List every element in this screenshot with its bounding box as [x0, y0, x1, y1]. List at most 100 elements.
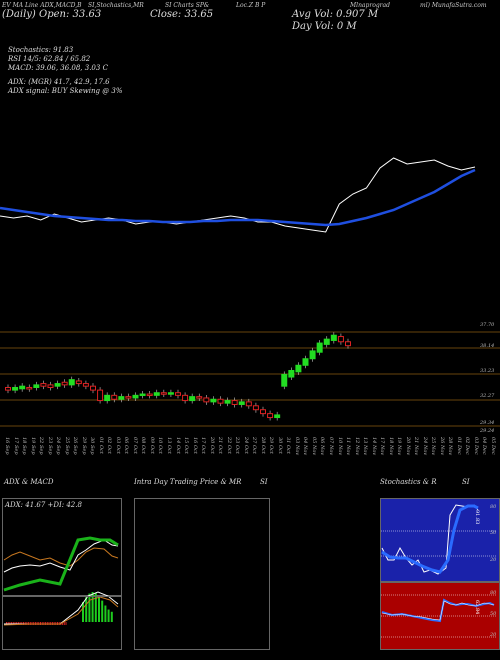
- candle: [309, 350, 316, 360]
- stochastic-d-line: [381, 504, 479, 574]
- candle: [90, 385, 96, 391]
- candle: [167, 392, 174, 395]
- header-company: Mlnaprograd: [350, 2, 390, 9]
- candle: [210, 398, 217, 403]
- candle: [12, 386, 19, 391]
- macd-histogram-bar: [107, 609, 110, 622]
- header-charts-label: SI Charts SP&: [165, 2, 210, 9]
- moving-average-line: [0, 168, 476, 227]
- candle: [75, 380, 82, 385]
- candle: [274, 414, 281, 419]
- header-line1: EV MA Line ADX,MACD,B: [2, 2, 82, 9]
- price-ma-line-chart: [0, 157, 476, 233]
- candle: [160, 392, 167, 395]
- macd-histogram-bar: [91, 592, 94, 622]
- candle: [252, 405, 259, 411]
- stoch-rsi-title: Stochastics & R: [380, 478, 437, 486]
- adx-plus-di-line: [3, 536, 119, 592]
- close-price: Close: 33.65: [150, 9, 214, 20]
- adx-signal: ADX signal: BUY Skewing @ 3%: [8, 87, 123, 95]
- candle: [345, 341, 351, 347]
- candle: [231, 400, 238, 405]
- avg-volume: Avg Vol: 0.907 M: [292, 9, 379, 20]
- intraday-title-suffix: SI: [260, 478, 268, 486]
- macd-histogram-bar: [88, 593, 91, 622]
- candle: [267, 413, 274, 419]
- candle: [132, 394, 139, 399]
- candle: [97, 389, 104, 402]
- header-symbol: Loc.Z B P: [236, 2, 266, 9]
- adx-panel-label: ADX: 41.67 +DI: 42.8: [5, 501, 82, 509]
- candle: [196, 396, 203, 399]
- macd-signal-line: [3, 596, 119, 626]
- indicator-summary: Stochastics: 91.83 RSI 14/5: 62.84 / 65.…: [8, 46, 123, 96]
- candle: [245, 401, 252, 407]
- intraday-title: Intra Day Trading Price & MR: [134, 478, 242, 486]
- candle: [260, 409, 266, 415]
- header-indicators-list: SI,Stochastics,MR: [88, 2, 144, 9]
- candle: [153, 392, 160, 396]
- candle: [111, 394, 118, 400]
- candle: [118, 396, 125, 400]
- macd-histogram-bar: [98, 596, 100, 622]
- candle: [189, 396, 196, 402]
- candle: [203, 397, 210, 403]
- candle: [82, 383, 89, 387]
- stochastic-k-line: [381, 504, 479, 575]
- stoch-level-label: 50: [490, 530, 497, 536]
- macd-histogram-bar: [104, 605, 107, 622]
- macd-histogram-bar: [65, 622, 67, 625]
- macd-histogram-bar: [63, 622, 65, 625]
- intraday-panel: [134, 498, 270, 650]
- price-level-label: 33.23: [480, 368, 495, 374]
- rsi-value: RSI 14/5: 62.84 / 65.82: [8, 55, 91, 63]
- rsi-line: [381, 598, 495, 623]
- stoch-level-label: 80: [490, 504, 497, 510]
- price-level-label: 32.27: [480, 393, 495, 399]
- macd-histogram-bar: [110, 611, 113, 622]
- macd-histogram-bar: [101, 600, 104, 622]
- candle: [40, 383, 47, 387]
- rsi-level-label: 20: [490, 632, 497, 638]
- candle: [182, 394, 189, 402]
- macd-histogram-bar: [82, 602, 84, 622]
- candle: [125, 396, 132, 399]
- rsi-level-label: 80: [490, 590, 497, 596]
- candle: [316, 342, 323, 353]
- candle: [175, 392, 181, 396]
- macd-panel: [2, 596, 122, 650]
- price-level-label: 29.24: [480, 428, 495, 434]
- candle: [61, 381, 68, 386]
- adx-value: ADX: (MGR) 41.7, 42.9, 17.6: [8, 78, 110, 86]
- candle: [337, 336, 344, 343]
- price-level-label: 38.14: [480, 343, 495, 349]
- macd-histogram-bar: [94, 592, 97, 622]
- candle: [302, 358, 309, 366]
- candle: [47, 384, 54, 388]
- header-site: ml) MunafaSutra.com: [420, 2, 487, 9]
- adx-macd-title: ADX & MACD: [4, 478, 54, 486]
- price-level-label: 37.70: [480, 322, 495, 328]
- price-line: [0, 157, 476, 233]
- open-price: (Daily) Open: 33.63: [2, 9, 102, 20]
- candle: [19, 385, 26, 390]
- candle: [5, 386, 11, 391]
- price-level-label: 29.34: [480, 420, 495, 426]
- adx-panel: ADX: 41.67 +DI: 42.8: [2, 498, 122, 596]
- candle: [26, 386, 33, 390]
- candle: [33, 384, 40, 388]
- stoch-level-label: 20: [490, 557, 497, 563]
- candle: [104, 394, 111, 402]
- candle: [224, 400, 231, 404]
- macd-histogram-bar: [85, 597, 88, 622]
- candle: [54, 383, 61, 387]
- stoch-rsi-title-suffix: SI: [462, 478, 470, 486]
- candle: [281, 373, 288, 387]
- candle: [68, 379, 75, 386]
- macd-histogram-bar: [62, 622, 64, 625]
- day-volume: Day Vol: 0 M: [292, 21, 357, 32]
- stochastics-value: Stochastics: 91.83: [8, 46, 74, 54]
